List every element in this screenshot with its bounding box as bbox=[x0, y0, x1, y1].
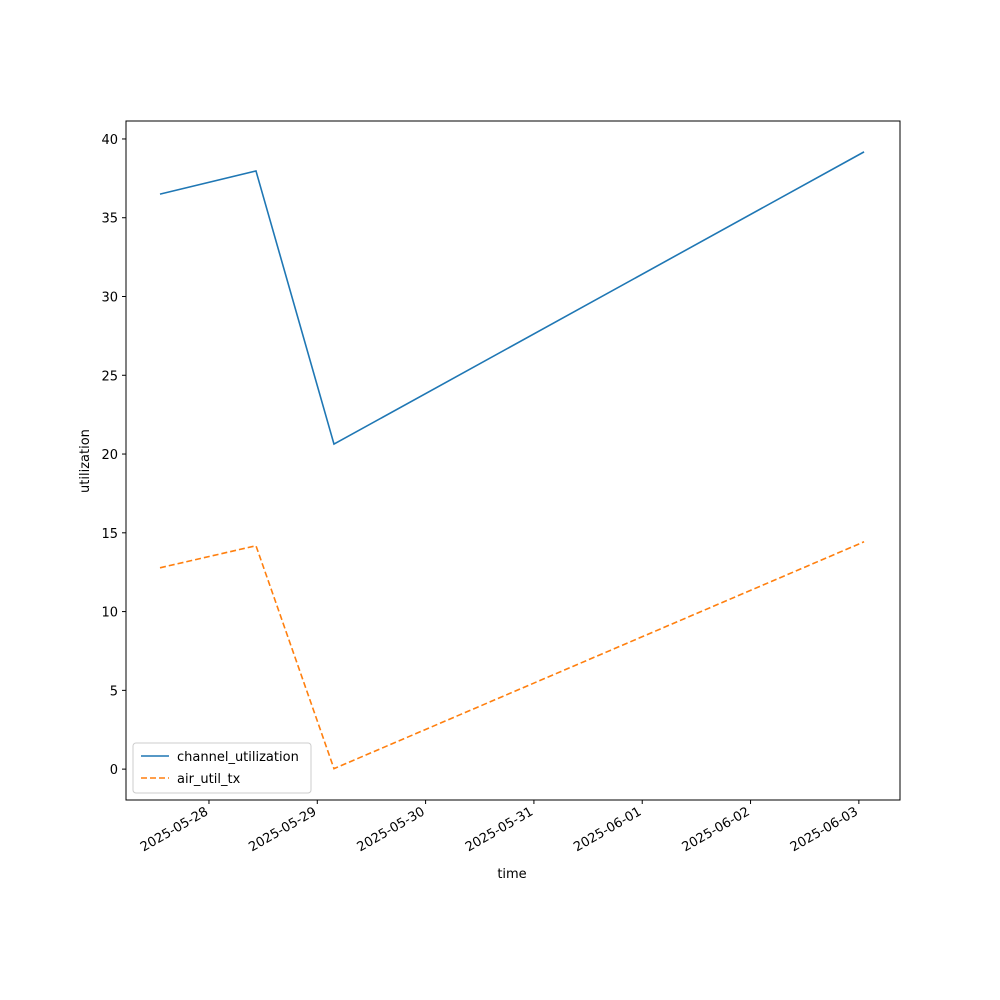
legend-box bbox=[132, 742, 312, 794]
y-tick-label: 25 bbox=[101, 369, 118, 384]
y-tick-label: 35 bbox=[101, 212, 118, 227]
y-tick-label: 30 bbox=[101, 291, 118, 306]
legend-label: air_util_tx bbox=[177, 772, 241, 787]
y-tick-label: 10 bbox=[101, 606, 118, 621]
x-tick-label: 2025-06-02 bbox=[680, 804, 753, 855]
x-tick-label: 2025-05-28 bbox=[138, 804, 211, 855]
x-tick-label: 2025-05-29 bbox=[246, 804, 319, 855]
x-tick-label: 2025-05-30 bbox=[355, 804, 428, 855]
x-tick-label: 2025-06-03 bbox=[788, 804, 861, 855]
y-tick-label: 15 bbox=[101, 527, 118, 542]
plot-frame bbox=[125, 120, 901, 801]
legend-label: channel_utilization bbox=[177, 750, 299, 765]
x-axis-label: time bbox=[497, 867, 526, 882]
y-tick-label: 0 bbox=[110, 763, 118, 778]
y-tick-label: 20 bbox=[101, 448, 118, 463]
x-tick-label: 2025-05-31 bbox=[463, 804, 536, 855]
y-axis-label: utilization bbox=[78, 429, 93, 493]
x-tick-label: 2025-06-01 bbox=[571, 804, 644, 855]
y-tick-label: 5 bbox=[110, 684, 118, 699]
series-line bbox=[159, 151, 865, 446]
series-line bbox=[159, 541, 865, 770]
y-tick-label: 40 bbox=[101, 133, 118, 148]
